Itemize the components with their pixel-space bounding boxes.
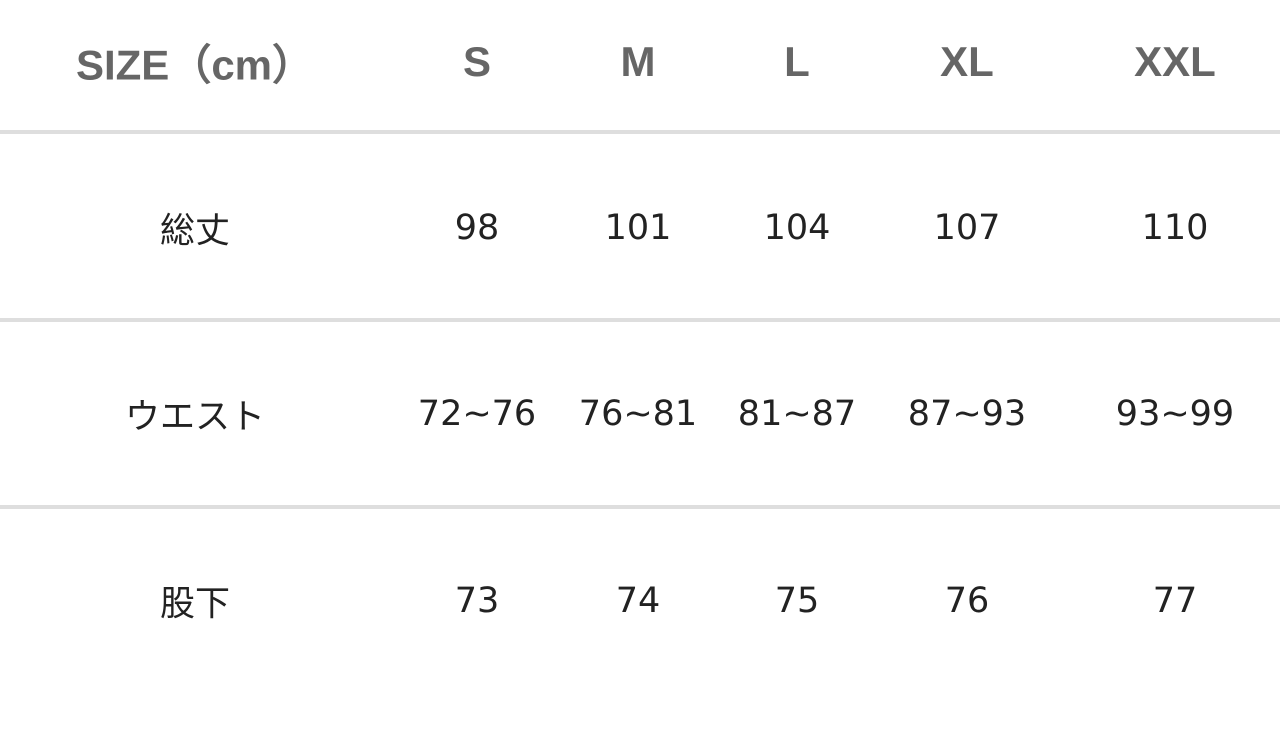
row-label: 股下 bbox=[159, 584, 231, 625]
header-xl: XL bbox=[940, 38, 994, 85]
cell: 98 bbox=[454, 208, 500, 248]
cell: 77 bbox=[1152, 581, 1198, 621]
divider bbox=[0, 505, 1280, 509]
cell: 101 bbox=[604, 208, 672, 248]
header-m: M bbox=[620, 38, 656, 85]
cell: 72~76 bbox=[417, 394, 537, 434]
header-xxl: XXL bbox=[1134, 38, 1216, 85]
cell: 81~87 bbox=[737, 394, 857, 434]
cell: 73 bbox=[454, 581, 500, 621]
cell: 76 bbox=[944, 581, 990, 621]
header-l: L bbox=[784, 38, 810, 85]
cell: 75 bbox=[774, 581, 820, 621]
header-size-label: SIZE（cm） bbox=[75, 41, 315, 89]
cell: 104 bbox=[763, 208, 831, 248]
cell: 93~99 bbox=[1115, 394, 1235, 434]
cell: 107 bbox=[933, 208, 1001, 248]
divider bbox=[0, 318, 1280, 322]
row-label: ウエスト bbox=[124, 397, 266, 438]
row-label: 総丈 bbox=[159, 211, 231, 252]
cell: 76~81 bbox=[578, 394, 698, 434]
cell: 87~93 bbox=[907, 394, 1027, 434]
header-s: S bbox=[462, 38, 492, 85]
cell: 74 bbox=[615, 581, 661, 621]
divider bbox=[0, 130, 1280, 134]
cell: 110 bbox=[1141, 208, 1209, 248]
